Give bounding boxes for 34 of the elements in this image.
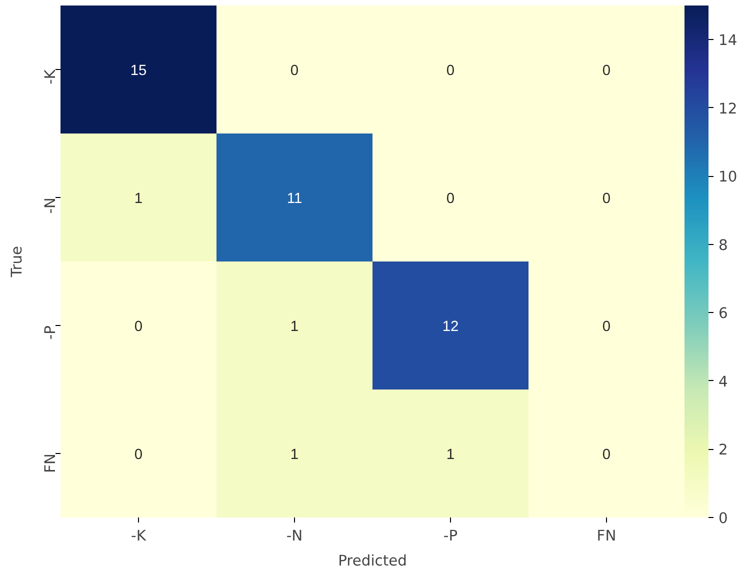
color-bar-label: 6 (718, 305, 728, 322)
y-tick-label: FN (42, 453, 59, 473)
data-label: 0 (290, 63, 299, 79)
y-axis-title: True (8, 246, 26, 278)
data-label: 1 (290, 319, 299, 335)
x-axis-title: Predicted (338, 552, 407, 570)
data-label: 0 (446, 191, 455, 207)
data-label: 0 (446, 63, 455, 79)
data-label: 0 (602, 319, 611, 335)
color-bar-label: 14 (718, 32, 738, 50)
data-label: 0 (134, 447, 143, 463)
data-label: 1 (446, 447, 455, 463)
color-bar-label: 8 (718, 236, 728, 254)
color-bar-label: 12 (718, 100, 738, 118)
x-tick-label: -N (286, 528, 303, 544)
x-tick-label: -K (131, 528, 146, 544)
color-bar-label: 10 (718, 168, 738, 186)
data-label: 1 (134, 191, 143, 207)
data-label: 0 (134, 319, 143, 335)
x-tick-label: -P (443, 528, 458, 544)
color-bar-label: 2 (718, 442, 728, 459)
data-label: 11 (286, 191, 302, 207)
data-label: 0 (602, 63, 611, 79)
y-tick-label: -P (42, 325, 59, 340)
data-label: 12 (442, 319, 459, 335)
color-bar-label: 0 (718, 510, 728, 527)
data-label: 1 (290, 447, 299, 463)
color-bar-label: 4 (718, 373, 728, 390)
y-tick-label: -K (42, 69, 59, 84)
data-label: 0 (602, 191, 611, 207)
y-tick-label: -N (42, 197, 59, 214)
x-tick-label: FN (596, 528, 616, 544)
data-label: 0 (602, 447, 611, 463)
data-label: 15 (130, 63, 147, 79)
